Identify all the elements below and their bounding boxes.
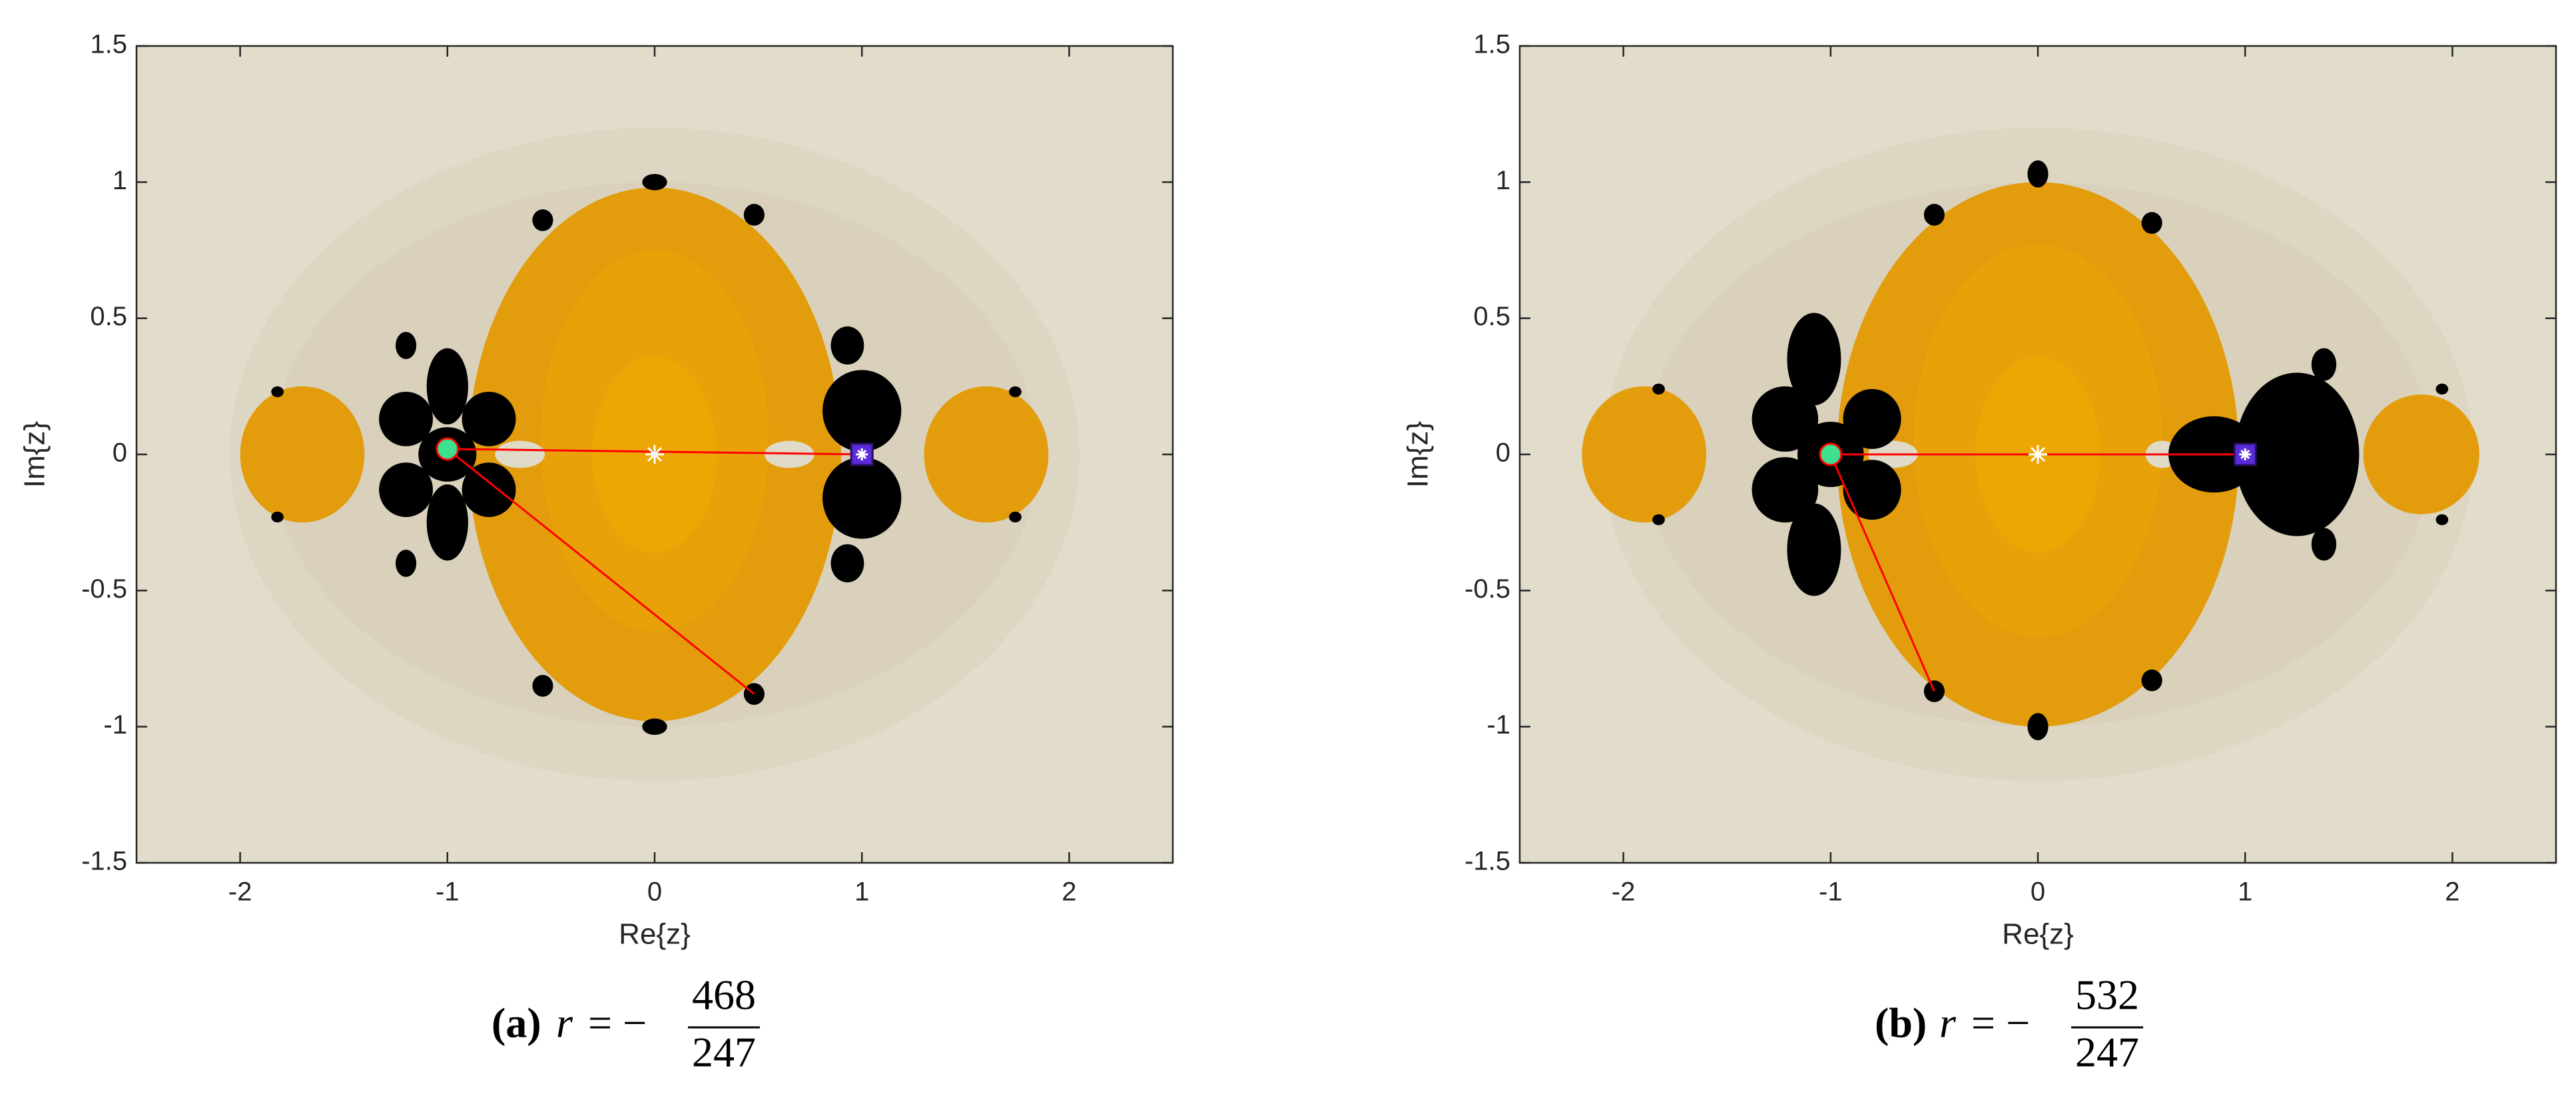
caption-label: (a) [491, 999, 541, 1047]
y-tick-label: -1 [103, 710, 127, 740]
x-tick-label: 1 [854, 877, 869, 907]
x-tick-label: 2 [2445, 877, 2459, 907]
caption-numerator: 468 [692, 971, 756, 1019]
caption-denominator: 247 [692, 1029, 756, 1076]
y-tick-label: -1.5 [81, 847, 127, 876]
star-marker [645, 445, 664, 464]
x-tick-label: -2 [1612, 877, 1636, 907]
star-glyph [2239, 448, 2252, 460]
caption-numerator: 532 [2075, 971, 2139, 1019]
y-axis-label: Im{z} [1402, 421, 1435, 488]
y-tick-label: -1 [1486, 710, 1510, 740]
y-tick-label: 1.5 [1473, 30, 1510, 59]
y-tick-label: 0 [113, 438, 127, 468]
caption-relation: = − [1971, 999, 2030, 1047]
caption-variable: r [556, 999, 573, 1047]
y-tick-label: 1 [113, 166, 127, 195]
fixed-point-marker [436, 437, 460, 461]
x-tick-label: 0 [2031, 877, 2045, 907]
y-tick-label: 0.5 [90, 302, 127, 331]
x-axis-label: Re{z} [2002, 918, 2074, 951]
caption-relation: = − [588, 999, 647, 1047]
fixed-point-marker [1819, 442, 1843, 466]
x-axis-label: Re{z} [619, 918, 691, 951]
x-tick-label: 1 [2238, 877, 2252, 907]
y-tick-label: -1.5 [1464, 847, 1510, 876]
y-tick-label: -0.5 [81, 574, 127, 604]
star-glyph [856, 448, 868, 460]
y-tick-label: 1 [1496, 166, 1510, 195]
x-tick-label: -2 [228, 877, 252, 907]
y-tick-label: 0 [1496, 438, 1510, 468]
star-marker [2029, 445, 2047, 464]
caption-denominator: 247 [2075, 1029, 2139, 1076]
x-tick-label: 2 [1062, 877, 1076, 907]
x-tick-label: 0 [647, 877, 662, 907]
x-tick-label: -1 [436, 877, 460, 907]
y-tick-label: 0.5 [1473, 302, 1510, 331]
y-axis-label: Im{z} [19, 421, 51, 488]
y-tick-label: -0.5 [1464, 574, 1510, 604]
y-tick-label: 1.5 [90, 30, 127, 59]
x-tick-label: -1 [1819, 877, 1843, 907]
caption-label: (b) [1875, 999, 1927, 1047]
caption-variable: r [1939, 999, 1957, 1047]
